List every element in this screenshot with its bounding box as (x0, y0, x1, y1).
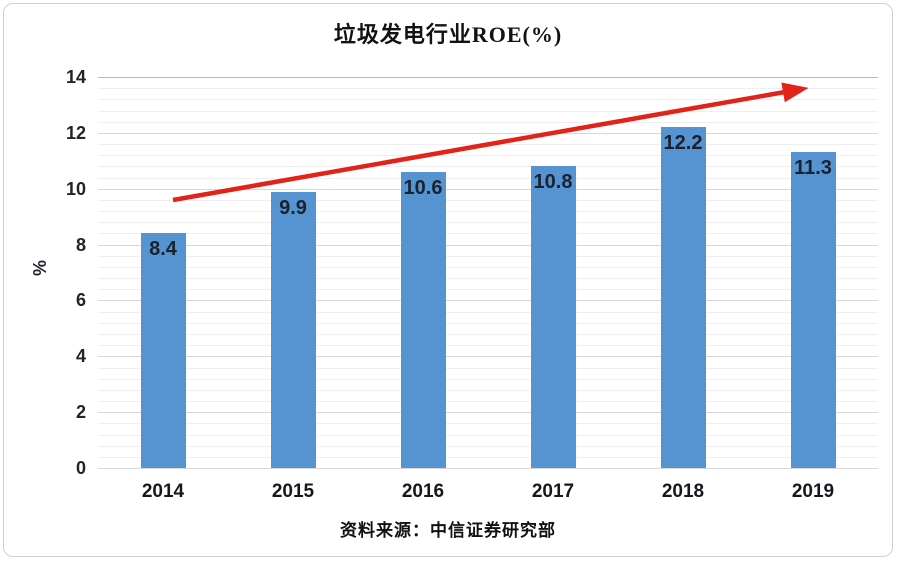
gridline (98, 233, 878, 235)
gridline (98, 155, 878, 157)
bar-value-label: 11.3 (794, 157, 832, 180)
gridline (98, 333, 878, 335)
x-tick-label: 2018 (661, 481, 705, 502)
x-tick-label: 2019 (791, 481, 835, 502)
x-tick-label: 2016 (401, 481, 445, 502)
y-axis-ticks: 0 2 4 6 8 10 12 14 (4, 67, 86, 478)
gridline (98, 77, 878, 78)
chart-card: 垃圾发电行业ROE(%) % 0 2 4 6 8 10 12 14 8.4 9.9 10.6 10.… (3, 3, 893, 557)
gridline (98, 222, 878, 224)
gridline (98, 434, 878, 436)
y-tick-label: 12 (65, 122, 86, 143)
bar-value-label: 10.6 (403, 177, 443, 199)
bar-2016: 10.6 (400, 172, 446, 468)
x-tick-label: 2015 (271, 481, 315, 502)
gridline (98, 345, 878, 347)
y-tick-label: 2 (75, 402, 86, 423)
bar-value-label: 9.9 (279, 196, 307, 219)
gridline (98, 367, 878, 369)
y-tick-label: 4 (75, 346, 86, 367)
bar-value-label: 12.2 (663, 132, 703, 155)
gridline (98, 278, 878, 280)
y-tick-label: 8 (75, 234, 86, 255)
y-tick-label: 6 (75, 290, 86, 311)
gridline (98, 289, 878, 291)
chart-title: 垃圾发电行业ROE(%) (333, 22, 563, 47)
gridline (98, 110, 878, 112)
bar-value-label: 8.4 (149, 238, 177, 261)
source-note: 资料来源：中信证券研究部 (340, 521, 556, 540)
gridline (98, 266, 878, 268)
gridline (98, 255, 878, 257)
gridline (98, 356, 878, 358)
gridline (98, 132, 878, 134)
bar-2017: 10.8 (530, 166, 576, 468)
bar-value-label: 10.8 (533, 171, 573, 194)
bar-2019: 11.3 (790, 152, 836, 468)
bar-2014: 8.4 (140, 233, 186, 468)
gridline (98, 166, 878, 168)
y-tick-label: 14 (65, 67, 86, 87)
gridline (98, 378, 878, 380)
gridline (98, 401, 878, 402)
gridline (98, 322, 878, 324)
gridline (98, 389, 878, 391)
gridline (98, 211, 878, 213)
bar-2015: 9.9 (270, 191, 316, 468)
gridline (98, 177, 878, 179)
gridline (98, 188, 878, 190)
x-axis-ticks: 2014 2015 2016 2017 2018 2019 (98, 481, 878, 507)
gridline (98, 88, 878, 90)
gridline (98, 456, 878, 458)
gridline (98, 412, 878, 414)
gridline (98, 445, 878, 447)
gridline (98, 311, 878, 313)
gridline (98, 244, 878, 246)
gridline (98, 144, 878, 145)
plot-area: 8.4 9.9 10.6 10.8 12.2 11.3 (98, 77, 878, 469)
y-tick-label: 0 (75, 458, 86, 478)
x-tick-label: 2014 (141, 481, 185, 502)
gridline (98, 300, 878, 302)
bar-2018: 12.2 (660, 127, 706, 468)
gridline (98, 199, 878, 201)
gridline (98, 423, 878, 425)
x-tick-label: 2017 (531, 481, 575, 502)
y-tick-label: 10 (65, 178, 86, 199)
gridline (98, 121, 878, 123)
gridline (98, 99, 878, 101)
gridline (98, 468, 878, 469)
